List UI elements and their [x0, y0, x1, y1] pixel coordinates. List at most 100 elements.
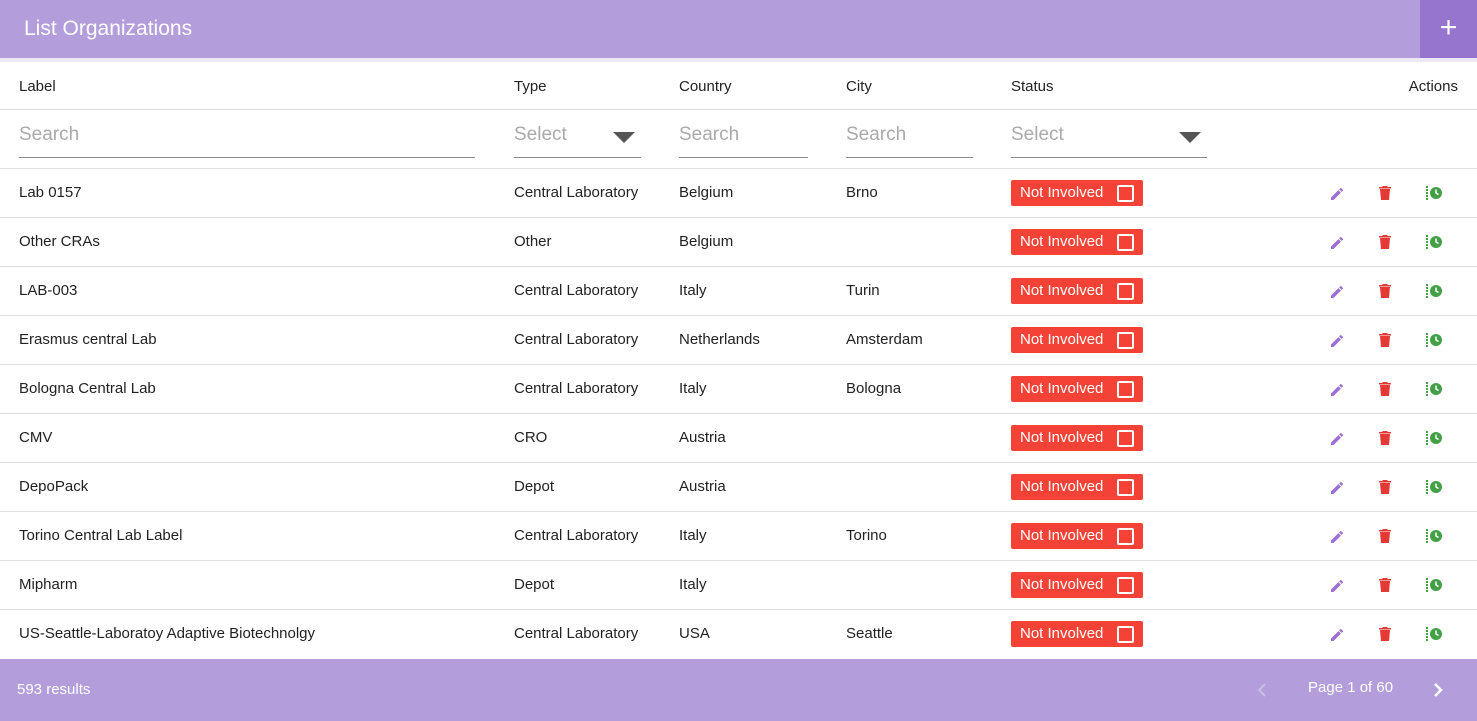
filter-search[interactable]: Search: [19, 124, 475, 158]
history-button[interactable]: [1424, 281, 1444, 301]
header-bar: [0, 0, 1477, 58]
checkbox[interactable]: [1117, 234, 1134, 251]
edit-button[interactable]: [1328, 428, 1348, 448]
status-text: Not Involved: [1020, 184, 1104, 201]
placeholder: Search: [19, 124, 80, 145]
icon-shape: [1426, 247, 1428, 249]
column-header: Actions: [1408, 78, 1458, 95]
checkbox[interactable]: [1117, 185, 1134, 202]
status-badge[interactable]: Not Involved: [1011, 229, 1143, 255]
status-text: Not Involved: [1020, 576, 1104, 593]
status-text: Not Involved: [1020, 429, 1104, 446]
icon-shape: [1379, 382, 1391, 396]
icon-shape: [1426, 483, 1428, 485]
checkbox[interactable]: [1117, 626, 1134, 643]
icon-shape: [1426, 198, 1428, 200]
table-cell: Central Laboratory: [514, 331, 639, 348]
table-cell: Torino: [846, 527, 887, 544]
status-badge[interactable]: Not Involved: [1011, 523, 1143, 549]
history-button[interactable]: [1424, 330, 1444, 350]
status-badge[interactable]: Not Involved: [1011, 278, 1143, 304]
status-badge[interactable]: Not Involved: [1011, 572, 1143, 598]
status-badge[interactable]: Not Involved: [1011, 621, 1143, 647]
delete-button[interactable]: [1375, 624, 1395, 644]
icon-shape: [1426, 293, 1428, 295]
icon-shape: [1435, 434, 1439, 441]
icon-shape: [1379, 186, 1391, 200]
table-cell: LAB-003: [19, 282, 78, 299]
delete-button[interactable]: [1375, 330, 1395, 350]
delete-button[interactable]: [1375, 526, 1395, 546]
table-cell: DepoPack: [19, 478, 89, 495]
placeholder: Select: [1011, 124, 1064, 145]
checkbox[interactable]: [1117, 332, 1134, 349]
history-button[interactable]: [1424, 428, 1444, 448]
icon-shape: [1379, 627, 1391, 641]
icon-shape: [1426, 443, 1428, 445]
table-cell: Central Laboratory: [514, 380, 639, 397]
edit-button[interactable]: [1328, 379, 1348, 399]
icon-shape: [1435, 581, 1439, 588]
icon-shape: [1426, 189, 1428, 191]
filter-select[interactable]: Select: [1011, 124, 1207, 158]
icon-shape: [1435, 483, 1439, 490]
edit-button[interactable]: [1328, 281, 1348, 301]
history-button[interactable]: [1424, 477, 1444, 497]
table-cell: Bologna: [846, 380, 902, 397]
filter-search[interactable]: Search: [679, 124, 808, 158]
filter-select[interactable]: Select: [514, 124, 641, 158]
table-cell: Mipharm: [19, 576, 78, 593]
icon-shape: [1331, 481, 1344, 494]
delete-button[interactable]: [1375, 232, 1395, 252]
status-badge[interactable]: Not Involved: [1011, 474, 1143, 500]
icon-shape: [1426, 581, 1428, 583]
next-page[interactable]: [1428, 680, 1448, 700]
delete-button[interactable]: [1375, 379, 1395, 399]
checkbox[interactable]: [1117, 283, 1134, 300]
delete-button[interactable]: [1375, 428, 1395, 448]
table-cell: Austria: [679, 429, 726, 446]
prev-page[interactable]: [1252, 680, 1272, 700]
checkbox[interactable]: [1117, 430, 1134, 447]
icon-shape: [1435, 385, 1439, 392]
history-button[interactable]: [1424, 183, 1444, 203]
icon-shape: [1426, 541, 1428, 543]
checkbox[interactable]: [1117, 479, 1134, 496]
edit-button[interactable]: [1328, 232, 1348, 252]
edit-button[interactable]: [1328, 330, 1348, 350]
status-badge[interactable]: Not Involved: [1011, 425, 1143, 451]
delete-button[interactable]: [1375, 281, 1395, 301]
icon-shape: [1331, 334, 1344, 347]
icon-shape: [1331, 579, 1344, 592]
status-badge[interactable]: Not Involved: [1011, 376, 1143, 402]
icon-shape: [1379, 431, 1391, 445]
checkbox[interactable]: [1117, 381, 1134, 398]
edit-button[interactable]: [1328, 526, 1348, 546]
edit-button[interactable]: [1328, 575, 1348, 595]
history-button[interactable]: [1424, 232, 1444, 252]
table-cell: Netherlands: [679, 331, 760, 348]
history-button[interactable]: [1424, 575, 1444, 595]
icon-shape: [1426, 195, 1428, 197]
history-button[interactable]: [1424, 526, 1444, 546]
table-cell: Seattle: [846, 625, 893, 642]
history-button[interactable]: [1424, 379, 1444, 399]
status-badge[interactable]: Not Involved: [1011, 327, 1143, 353]
checkbox[interactable]: [1117, 577, 1134, 594]
history-button[interactable]: [1424, 624, 1444, 644]
add-button[interactable]: +: [1420, 0, 1477, 58]
status-text: Not Involved: [1020, 282, 1104, 299]
edit-button[interactable]: [1328, 183, 1348, 203]
icon-shape: [1426, 336, 1428, 338]
delete-button[interactable]: [1375, 575, 1395, 595]
edit-button[interactable]: [1328, 477, 1348, 497]
delete-button[interactable]: [1375, 477, 1395, 497]
delete-button[interactable]: [1375, 183, 1395, 203]
status-badge[interactable]: Not Involved: [1011, 180, 1143, 206]
table-cell: CRO: [514, 429, 548, 446]
row-divider: [0, 560, 1477, 561]
filter-search[interactable]: Search: [846, 124, 973, 158]
checkbox[interactable]: [1117, 528, 1134, 545]
edit-button[interactable]: [1328, 624, 1348, 644]
